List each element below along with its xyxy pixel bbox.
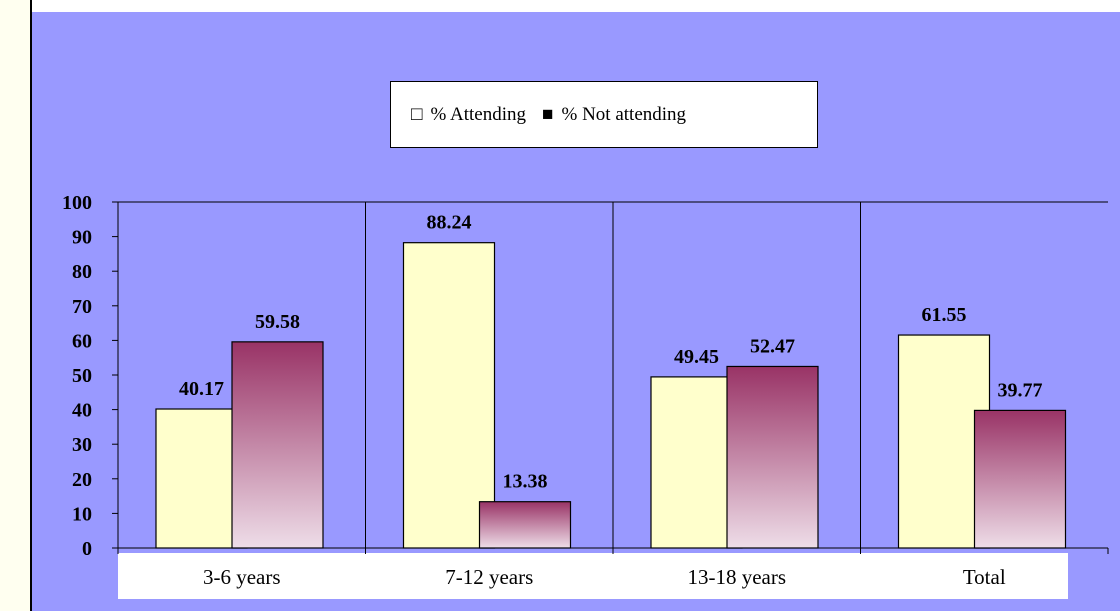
y-tick-label: 50 — [72, 365, 92, 387]
category-label: 13-18 years — [687, 565, 786, 589]
legend-not-attending-marker: ■ — [542, 103, 554, 125]
bar-not-attending — [726, 365, 819, 549]
category-label: Total — [963, 565, 1006, 589]
bar-not-attending — [973, 409, 1067, 549]
left-margin-strip — [0, 0, 30, 611]
y-tick-label: 100 — [62, 192, 92, 214]
left-border-line — [30, 0, 32, 611]
y-tick-label: 0 — [82, 538, 92, 560]
y-tick-label: 90 — [72, 227, 92, 249]
y-tick-label: 10 — [72, 503, 92, 525]
data-label-attending: 40.17 — [179, 378, 224, 400]
y-tick-label: 20 — [72, 469, 92, 491]
bar-attending — [402, 242, 496, 549]
y-tick-label: 40 — [72, 400, 92, 422]
data-label-attending: 49.45 — [674, 346, 719, 368]
data-label-attending: 88.24 — [427, 212, 472, 234]
data-label-not-attending: 59.58 — [255, 311, 300, 333]
y-tick-label: 70 — [72, 296, 92, 318]
y-tick-label: 30 — [72, 434, 92, 456]
legend: □ % Attending ■ % Not attending — [390, 81, 818, 148]
data-label-attending: 61.55 — [922, 304, 967, 326]
data-label-not-attending: 39.77 — [998, 379, 1043, 401]
category-label: 3-6 years — [203, 565, 281, 589]
y-tick-label: 60 — [72, 330, 92, 352]
category-label: 7-12 years — [445, 565, 533, 589]
legend-attending-marker: □ — [411, 103, 423, 125]
category-label-box — [118, 553, 1068, 599]
bar-not-attending — [231, 341, 324, 549]
legend-not-attending-label: % Not attending — [561, 103, 687, 125]
data-label-not-attending: 13.38 — [503, 471, 548, 493]
y-tick-label: 80 — [72, 261, 92, 283]
legend-attending-label: % Attending — [430, 103, 527, 125]
data-label-not-attending: 52.47 — [750, 335, 795, 357]
bar-not-attending — [478, 501, 572, 549]
